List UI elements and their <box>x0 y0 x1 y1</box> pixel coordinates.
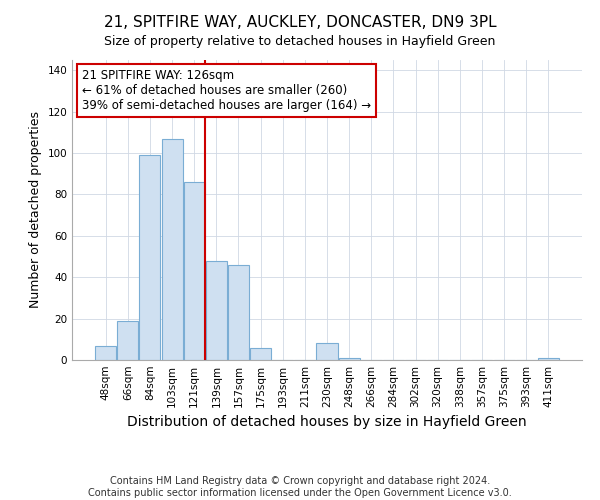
Bar <box>316 344 338 360</box>
Bar <box>118 320 139 360</box>
X-axis label: Distribution of detached houses by size in Hayfield Green: Distribution of detached houses by size … <box>127 416 527 430</box>
Text: 21 SPITFIRE WAY: 126sqm
← 61% of detached houses are smaller (260)
39% of semi-d: 21 SPITFIRE WAY: 126sqm ← 61% of detache… <box>82 69 371 112</box>
Text: Size of property relative to detached houses in Hayfield Green: Size of property relative to detached ho… <box>104 35 496 48</box>
Bar <box>538 358 559 360</box>
Bar <box>250 348 271 360</box>
Bar <box>206 260 227 360</box>
Text: Contains HM Land Registry data © Crown copyright and database right 2024.
Contai: Contains HM Land Registry data © Crown c… <box>88 476 512 498</box>
Bar <box>184 182 205 360</box>
Bar <box>95 346 116 360</box>
Bar <box>228 265 249 360</box>
Y-axis label: Number of detached properties: Number of detached properties <box>29 112 42 308</box>
Text: 21, SPITFIRE WAY, AUCKLEY, DONCASTER, DN9 3PL: 21, SPITFIRE WAY, AUCKLEY, DONCASTER, DN… <box>104 15 496 30</box>
Bar <box>139 155 160 360</box>
Bar <box>161 138 182 360</box>
Bar <box>338 358 359 360</box>
